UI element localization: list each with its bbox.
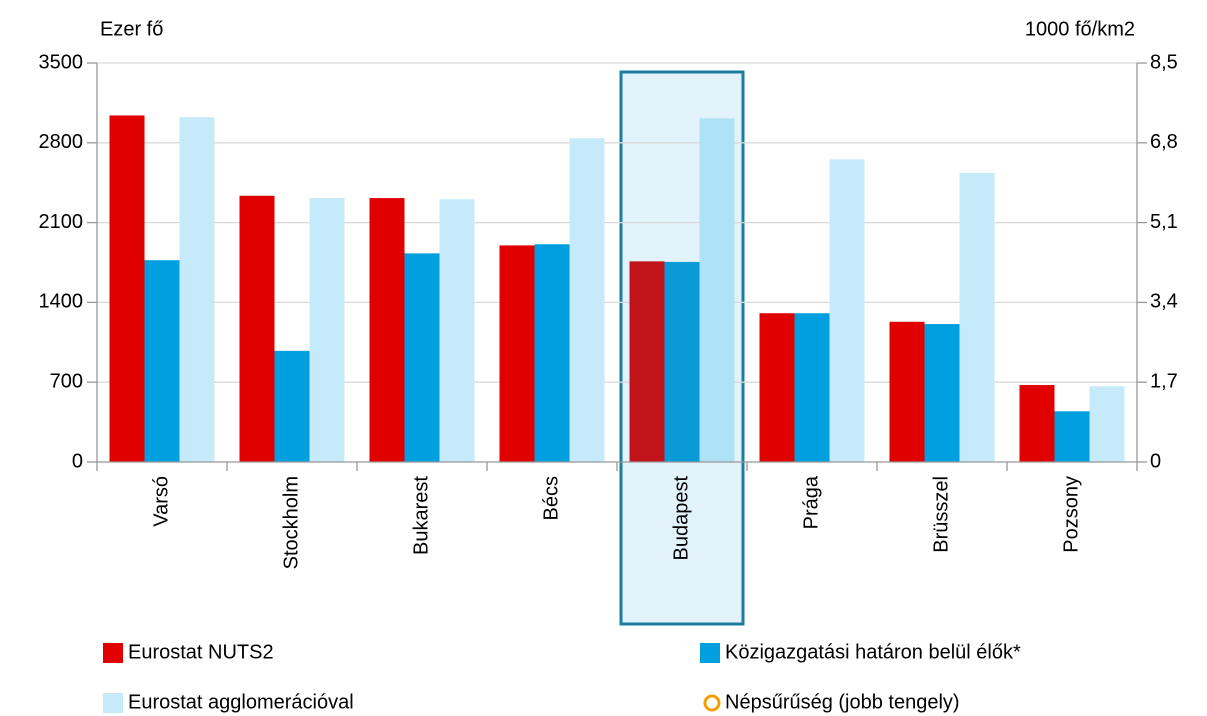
- y-tick-label: 1400: [39, 291, 84, 313]
- bar: [144, 260, 180, 462]
- legend-swatch: [103, 693, 123, 713]
- y2-tick-label: 6,8: [1150, 131, 1178, 153]
- bar: [369, 198, 405, 462]
- y2-tick-label: 8,5: [1150, 51, 1178, 73]
- bar: [889, 321, 925, 462]
- bar: [759, 313, 795, 462]
- x-tick-label: Bécs: [540, 476, 562, 520]
- bar: [829, 159, 865, 462]
- bar: [794, 313, 830, 462]
- bar: [534, 244, 570, 462]
- y-tick-label: 0: [72, 450, 83, 472]
- legend-label: Közigazgatási határon belül élők*: [725, 641, 1021, 663]
- legend-swatch: [103, 643, 123, 663]
- bar: [309, 198, 345, 462]
- bar: [179, 117, 215, 463]
- y2-axis-label: 1000 fő/km2: [1025, 18, 1135, 40]
- bar: [274, 350, 310, 462]
- bar: [1089, 386, 1125, 462]
- bar: [109, 115, 145, 462]
- x-tick-label: Varsó: [150, 476, 172, 527]
- y-axis-label: Ezer fő: [100, 18, 163, 40]
- bar: [404, 253, 440, 462]
- x-tick-label: Prága: [800, 475, 822, 529]
- y2-tick-label: 1,7: [1150, 370, 1178, 392]
- x-tick-label: Bukarest: [410, 476, 432, 555]
- x-tick-label: Budapest: [670, 476, 692, 561]
- bar: [569, 138, 605, 463]
- y2-tick-label: 5,1: [1150, 211, 1178, 233]
- x-tick-label: Stockholm: [280, 476, 302, 569]
- legend-label: Eurostat NUTS2: [128, 641, 274, 663]
- bar: [239, 195, 275, 462]
- bar: [499, 245, 535, 462]
- bar: [924, 324, 960, 462]
- legend-marker: [703, 694, 721, 712]
- bar: [959, 173, 995, 462]
- x-tick-label: Brüsszel: [930, 476, 952, 553]
- bar: [664, 261, 700, 462]
- bar: [629, 261, 665, 462]
- bar: [1019, 385, 1055, 462]
- bar: [1054, 411, 1090, 462]
- y2-tick-label: 0: [1150, 450, 1161, 472]
- y-tick-label: 2100: [39, 211, 84, 233]
- bar: [699, 118, 735, 462]
- y-tick-label: 2800: [39, 131, 84, 153]
- y-tick-label: 3500: [39, 51, 84, 73]
- legend-label: Népsűrűség (jobb tengely): [725, 691, 960, 713]
- x-tick-label: Pozsony: [1060, 476, 1082, 553]
- y-tick-label: 700: [50, 370, 83, 392]
- y2-tick-label: 3,4: [1150, 291, 1178, 313]
- legend-label: Eurostat agglomerációval: [128, 691, 354, 713]
- legend-swatch: [700, 643, 720, 663]
- bar: [439, 199, 475, 463]
